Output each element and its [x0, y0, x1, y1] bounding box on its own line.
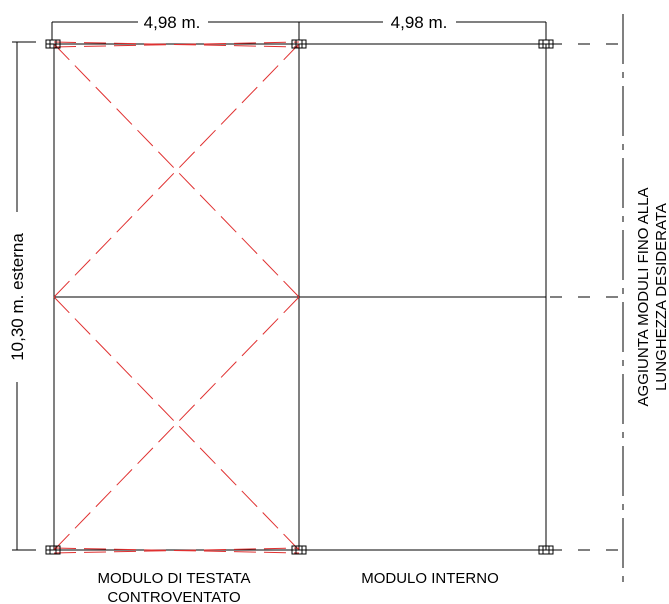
column-top-left: [45, 39, 61, 49]
head-module-label-line1: MODULO DI TESTATA: [97, 570, 250, 587]
column-bottom-middle: [291, 545, 307, 555]
left-dimension: [12, 41, 36, 551]
width-dimension-left: 4,98 m.: [144, 13, 201, 32]
column-top-middle: [291, 39, 307, 49]
top-dimension: [51, 21, 547, 40]
height-dimension: 10,30 m. esterna: [8, 233, 27, 361]
extension-lines: [550, 14, 630, 582]
width-dimension-right: 4,98 m.: [391, 13, 448, 32]
column-bottom-right: [538, 545, 554, 555]
internal-module-label: MODULO INTERNO: [361, 570, 499, 587]
column-top-right: [538, 39, 554, 49]
column-markers: [45, 39, 554, 555]
column-bottom-left: [45, 545, 61, 555]
head-module-label-line2: CONTROVENTATO: [107, 589, 240, 604]
bracing-lines: [53, 41, 300, 554]
side-note-line1: AGGIUNTA MODULI FINO ALLA: [635, 188, 652, 407]
side-note-line2: LUNGHEZZA DESIDERATA: [653, 203, 669, 391]
